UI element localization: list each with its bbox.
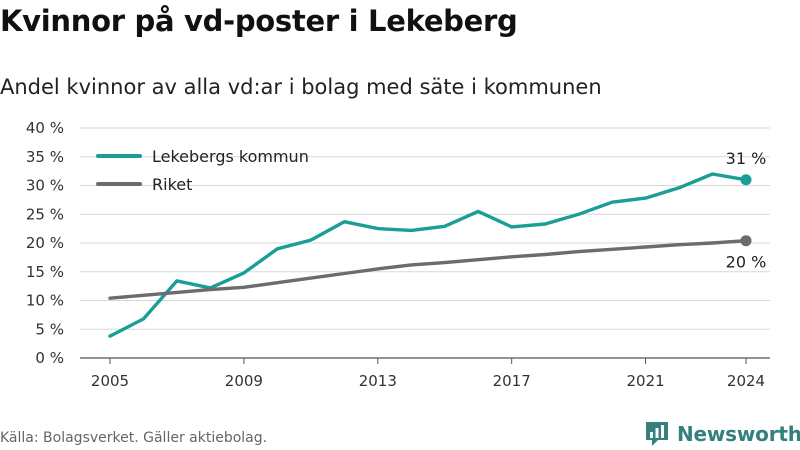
y-tick-label: 10 % [26, 292, 64, 310]
brand-name: Newsworthy [677, 422, 800, 446]
y-axis: 0 % 5 % 10 % 15 % 20 % 25 % 30 % 35 % 40 % [26, 119, 64, 367]
y-tick-label: 0 % [35, 349, 64, 367]
chart-title: Kvinnor på vd-poster i Lekeberg [0, 4, 518, 38]
y-tick-label: 20 % [26, 234, 64, 252]
x-tick-label: 2021 [626, 372, 664, 390]
x-tick-label: 2013 [359, 372, 397, 390]
legend-label-0: Lekebergs kommun [152, 147, 309, 166]
series-line-0 [108, 172, 748, 338]
x-tick-label: 2009 [225, 372, 263, 390]
x-tick-label: 2005 [91, 372, 129, 390]
x-axis: 2005 2009 2013 2017 2021 2024 [91, 358, 765, 390]
series-end-label-0: 31 % [726, 149, 767, 168]
grid [80, 127, 770, 359]
series-end-point-1 [740, 235, 752, 247]
x-tick-label: 2024 [727, 372, 765, 390]
chart-subtitle: Andel kvinnor av alla vd:ar i bolag med … [0, 75, 602, 99]
source-note: Källa: Bolagsverket. Gäller aktiebolag. [0, 430, 268, 446]
legend: Lekebergs kommun Riket [96, 147, 309, 194]
y-tick-label: 35 % [26, 148, 64, 166]
legend-label-1: Riket [152, 175, 192, 194]
series-end-point-0 [740, 174, 752, 186]
y-tick-label: 40 % [26, 119, 64, 137]
newsworthy-logo-icon [646, 422, 668, 446]
series-lines: 31 % 20 % [108, 149, 767, 338]
y-tick-label: 5 % [35, 320, 64, 338]
y-tick-label: 30 % [26, 177, 64, 195]
y-tick-label: 15 % [26, 263, 64, 281]
series-line-1 [108, 238, 748, 300]
brand-logo: Newsworthy [644, 420, 800, 448]
x-tick-label: 2017 [493, 372, 531, 390]
series-end-label-1: 20 % [726, 253, 767, 272]
y-tick-label: 25 % [26, 205, 64, 223]
